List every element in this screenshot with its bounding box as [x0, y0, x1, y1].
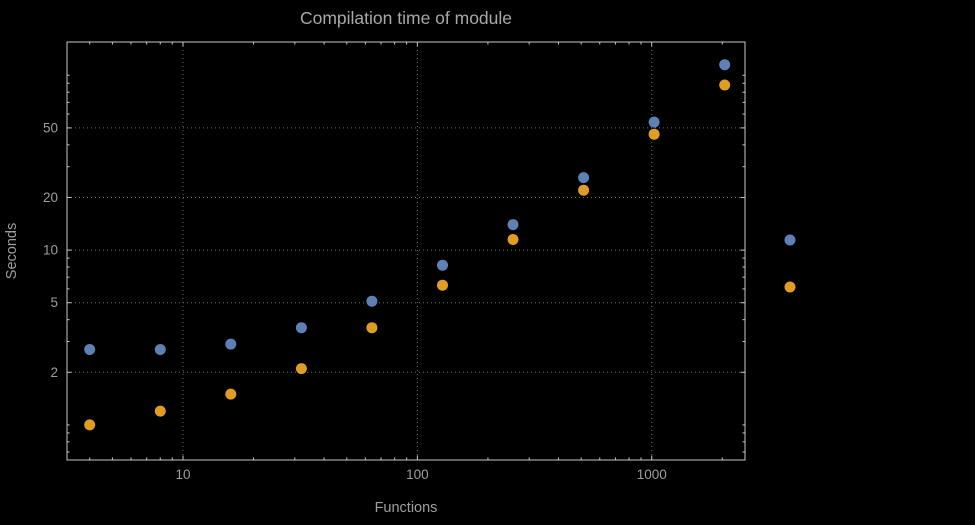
data-point-series-1-blue — [648, 116, 660, 128]
x-axis-label: Functions — [375, 500, 438, 516]
legend-layer — [784, 234, 796, 293]
data-point-series-1-blue — [295, 322, 307, 334]
data-point-series-2-orange — [225, 388, 237, 400]
plot-frame — [66, 41, 746, 461]
ticks-layer: 10 100 1000 2 5 10 20 50 — [43, 42, 745, 482]
data-point-series-2-orange — [648, 128, 660, 140]
data-point-series-2-orange — [84, 419, 96, 431]
chart-title: Compilation time of module — [300, 8, 512, 28]
x-tick-label: 10 — [175, 467, 190, 482]
y-tick-label: 5 — [50, 295, 58, 310]
y-tick-label: 10 — [43, 243, 58, 258]
data-point-series-2-orange — [366, 322, 378, 334]
data-point-series-2-orange — [154, 405, 166, 417]
legend-marker — [784, 234, 796, 246]
data-point-series-1-blue — [366, 295, 378, 307]
x-tick-label: 1000 — [637, 467, 667, 482]
data-point-series-1-blue — [225, 338, 237, 350]
data-point-series-1-blue — [437, 259, 448, 271]
frame-layer — [66, 41, 746, 461]
data-point-series-2-orange — [295, 363, 307, 375]
data-point-series-1-blue — [578, 172, 590, 184]
data-point-series-2-orange — [507, 234, 519, 245]
data-point-series-1-blue — [507, 219, 519, 231]
y-axis-label: Seconds — [4, 223, 20, 279]
data-point-series-2-orange — [719, 79, 731, 91]
data-point-series-1-blue — [84, 344, 96, 355]
data-point-series-2-orange — [578, 184, 590, 196]
data-point-series-1-blue — [719, 59, 731, 71]
legend-marker — [784, 281, 796, 293]
y-tick-label: 2 — [50, 365, 58, 380]
data-points-layer — [84, 59, 731, 431]
data-point-series-2-orange — [437, 279, 448, 291]
y-tick-label: 50 — [43, 120, 58, 135]
y-tick-label: 20 — [43, 190, 58, 205]
x-tick-label: 100 — [406, 467, 429, 482]
data-point-series-1-blue — [154, 344, 166, 355]
gridlines-layer — [67, 42, 745, 460]
